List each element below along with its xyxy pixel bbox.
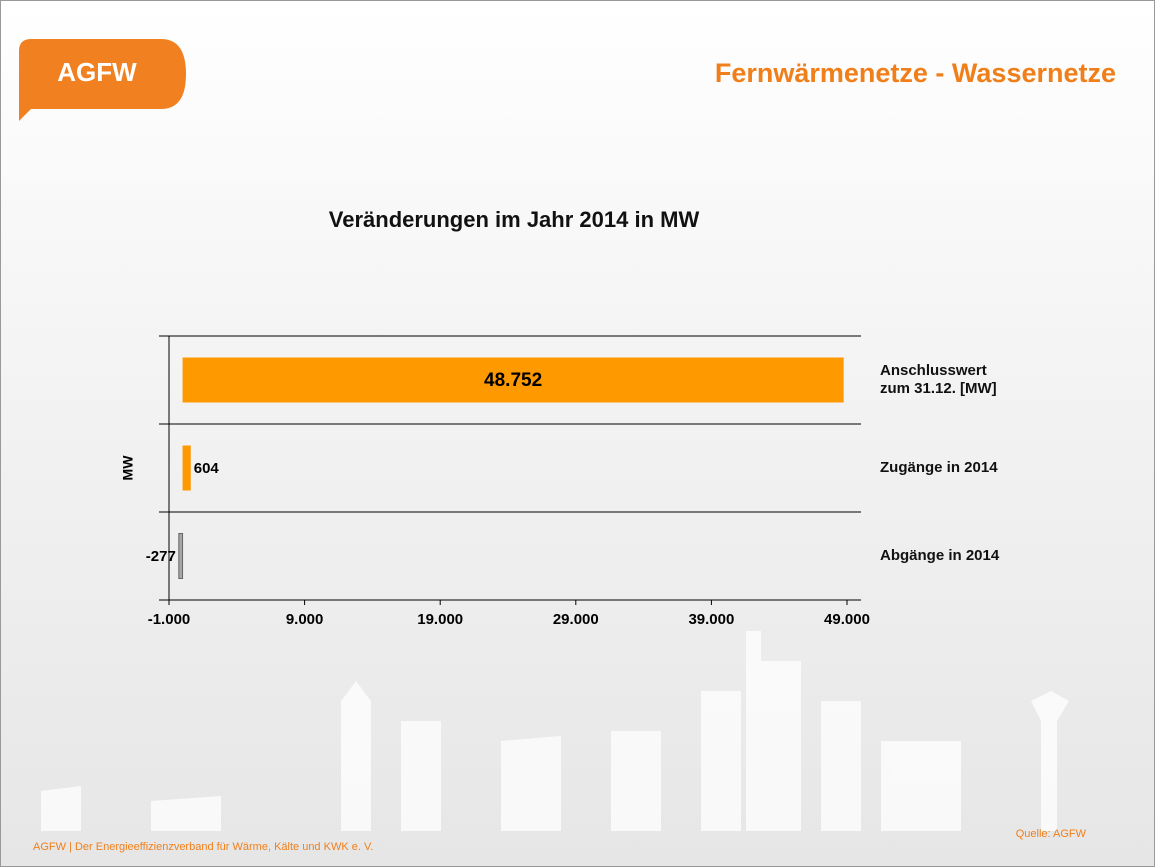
bar (179, 534, 183, 579)
footer: AGFW | Der Energieeffizienzverband für W… (33, 841, 373, 853)
header-title: Fernwärmenetze - Wassernetze (715, 58, 1116, 88)
value-label: 604 (194, 460, 220, 477)
x-tick-label: 29.000 (553, 611, 599, 628)
x-tick-label: 9.000 (286, 611, 324, 628)
skyline (41, 631, 1069, 831)
chart: AGFW Fernwärmenetze - Wassernetze Veränd… (1, 1, 1154, 866)
x-tick-label: 19.000 (417, 611, 463, 628)
chart-title: Veränderungen im Jahr 2014 in MW (329, 207, 700, 232)
value-label: 48.752 (484, 370, 542, 391)
slide: AGFW Fernwärmenetze - Wassernetze Veränd… (0, 0, 1155, 867)
category-label: Anschlusswert zum 31.12. [MW] (880, 362, 1020, 398)
logo: AGFW (57, 57, 137, 87)
axis-label: MW (120, 455, 136, 481)
source: Quelle: AGFW (1016, 828, 1087, 840)
x-tick-label: -1.000 (148, 611, 191, 628)
x-tick-label: 49.000 (824, 611, 870, 628)
category-label: Abgänge in 2014 (880, 547, 1020, 565)
value-label: -277 (146, 548, 176, 565)
bar (183, 446, 191, 491)
x-tick-label: 39.000 (688, 611, 734, 628)
category-label: Zugänge in 2014 (880, 459, 1020, 477)
